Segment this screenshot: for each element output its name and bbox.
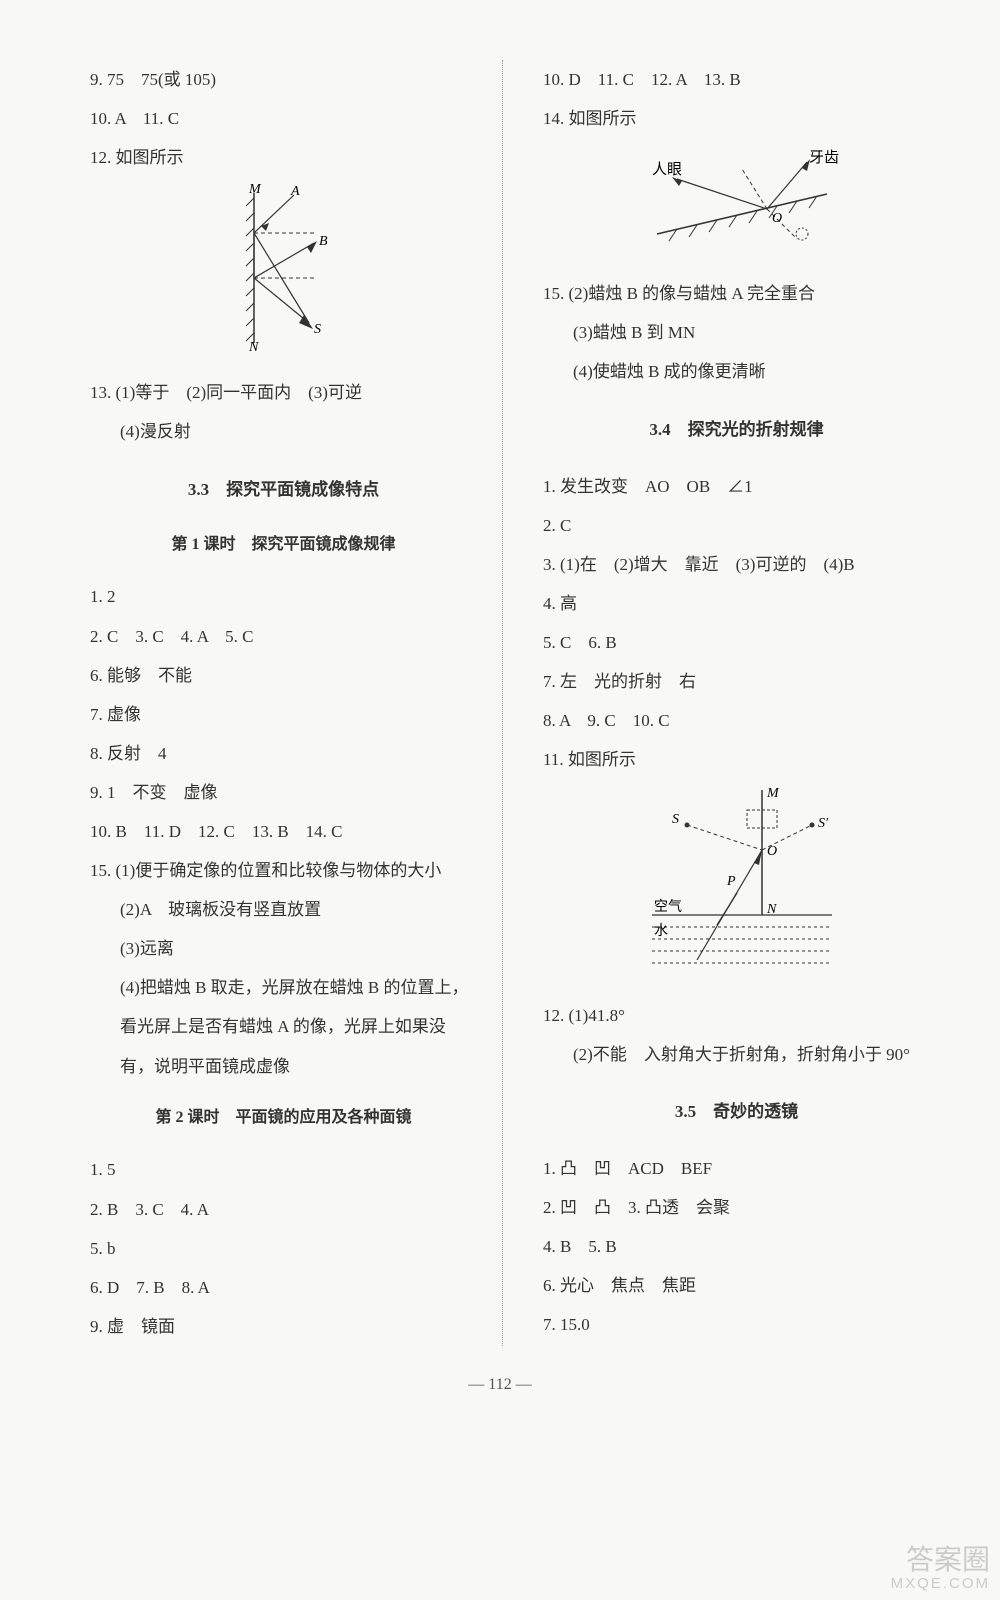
label-Sp: S′ [818,816,829,831]
ans-line: 12. 如图所示 [90,138,477,177]
label-B: B [319,234,328,249]
ans-line: 7. 15.0 [543,1305,930,1344]
ans-line: 9. 虚 镜面 [90,1307,477,1346]
section-title: 3.3 探究平面镜成像特点 [90,470,477,509]
ans-line: 3. (1)在 (2)增大 靠近 (3)可逆的 (4)B [543,545,930,584]
label-water: 水 [654,923,668,939]
ans-line: 7. 左 光的折射 右 [543,662,930,701]
ans-line: 13. (1)等于 (2)同一平面内 (3)可逆 [90,373,477,412]
label-M: M [248,183,262,197]
ans-line: 1. 5 [90,1150,477,1189]
ans-line: (3)蜡烛 B 到 MN [543,313,930,352]
ans-line: (3)远离 [90,929,477,968]
ans-line: 2. C [543,506,930,545]
ans-line: 8. 反射 4 [90,734,477,773]
ans-line: 12. (1)41.8° [543,996,930,1035]
ans-line: (4)使蜡烛 B 成的像更清晰 [543,352,930,391]
label-N: N [766,902,777,917]
ans-line: 15. (1)便于确定像的位置和比较像与物体的大小 [90,851,477,890]
ans-line: 6. D 7. B 8. A [90,1268,477,1307]
ans-line: (2)不能 入射角大于折射角，折射角小于 90° [543,1035,930,1074]
ans-line: 10. A 11. C [90,99,477,138]
ans-line: 6. 光心 焦点 焦距 [543,1266,930,1305]
ans-line: (4)把蜡烛 B 取走，光屏放在蜡烛 B 的位置上， [90,968,477,1007]
ans-line: 10. B 11. D 12. C 13. B 14. C [90,812,477,851]
ans-line: (2)A 玻璃板没有竖直放置 [90,890,477,929]
ans-line: 1. 发生改变 AO OB ∠1 [543,467,930,506]
ans-line: 4. B 5. B [543,1227,930,1266]
figure-12: M A B S N [90,183,477,367]
label-P: P [726,874,736,889]
ans-line: 2. C 3. C 4. A 5. C [90,617,477,656]
watermark-top: 答案圈 [891,1545,990,1576]
label-M: M [766,786,780,801]
ans-line: 2. 凹 凸 3. 凸透 会聚 [543,1188,930,1227]
ans-line: 7. 虚像 [90,695,477,734]
ans-line: 1. 凸 凹 ACD BEF [543,1149,930,1188]
ans-line: 14. 如图所示 [543,99,930,138]
right-column: 10. D 11. C 12. A 13. B 14. 如图所示 人眼 牙齿 [533,60,930,1346]
label-air: 空气 [654,899,682,915]
figure-11-refraction: S S′ M N O P 空气 水 [543,785,930,989]
label-O: O [767,844,777,859]
label-tooth: 牙齿 [809,149,839,166]
ans-line: 9. 1 不变 虚像 [90,773,477,812]
ans-line: 5. C 6. B [543,623,930,662]
label-S: S [672,812,679,827]
ans-line: 15. (2)蜡烛 B 的像与蜡烛 A 完全重合 [543,274,930,313]
ans-line: (4)漫反射 [90,412,477,451]
figure-14: 人眼 牙齿 O [543,144,930,268]
left-column: 9. 75 75(或 105) 10. A 11. C 12. 如图所示 [90,60,503,1346]
ans-line: 2. B 3. C 4. A [90,1190,477,1229]
label-O: O [772,211,782,226]
ans-line: 有，说明平面镜成虚像 [90,1047,477,1086]
subsection-title: 第 2 课时 平面镜的应用及各种面镜 [90,1100,477,1137]
ans-line: 8. A 9. C 10. C [543,701,930,740]
ans-line: 10. D 11. C 12. A 13. B [543,60,930,99]
page-number: ― 112 ― [0,1376,1000,1394]
ans-line: 6. 能够 不能 [90,656,477,695]
ans-line: 5. b [90,1229,477,1268]
label-S: S [314,322,321,337]
section-title: 3.4 探究光的折射规律 [543,410,930,449]
watermark-bottom: MXQE.COM [891,1576,990,1593]
ans-line: 9. 75 75(或 105) [90,60,477,99]
ans-line: 4. 高 [543,584,930,623]
ans-line: 11. 如图所示 [543,740,930,779]
section-title: 3.5 奇妙的透镜 [543,1092,930,1131]
label-N: N [248,340,259,353]
subsection-title: 第 1 课时 探究平面镜成像规律 [90,527,477,564]
ans-line: 1. 2 [90,577,477,616]
label-A: A [290,184,300,199]
watermark: 答案圈 MXQE.COM [891,1545,990,1592]
ans-line: 看光屏上是否有蜡烛 A 的像，光屏上如果没 [90,1007,477,1046]
label-eye: 人眼 [652,161,682,178]
